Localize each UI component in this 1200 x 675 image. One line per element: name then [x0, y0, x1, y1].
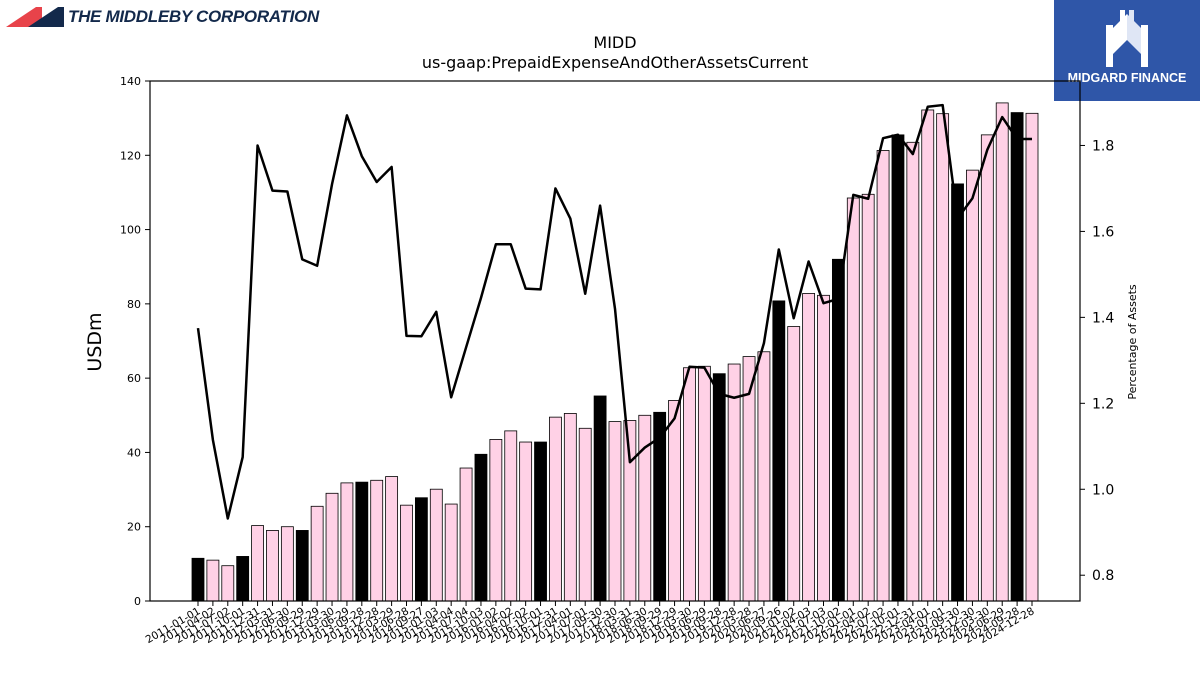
bar: [310, 505, 324, 602]
percentage-line: [196, 103, 1032, 520]
bar: [966, 169, 979, 602]
bar: [1025, 112, 1039, 602]
bar: [280, 526, 294, 602]
bar: [861, 193, 875, 602]
bar: [549, 416, 562, 602]
bar: [951, 183, 964, 602]
bar: [370, 479, 384, 602]
bar: [668, 400, 681, 602]
y2-tick-label: 0.8: [1092, 568, 1114, 584]
bar: [504, 430, 518, 602]
axes-layer: 0204060801001201400.81.01.21.41.61.82011…: [120, 75, 1114, 646]
bar: [444, 503, 458, 602]
bar: [519, 441, 533, 602]
bar: [906, 141, 920, 602]
company-logo: THE MIDDLEBY CORPORATION: [6, 5, 319, 29]
bar: [340, 482, 354, 602]
bar: [995, 102, 1009, 602]
bar: [266, 530, 279, 602]
bar: [1010, 112, 1024, 602]
bar: [787, 326, 801, 602]
bar: [891, 134, 905, 602]
bar: [638, 414, 652, 602]
bar: [534, 441, 547, 602]
bar: [980, 134, 994, 602]
bar: [206, 559, 220, 602]
bar: [608, 421, 622, 602]
bar: [236, 556, 250, 602]
y-tick-label: 20: [127, 521, 141, 534]
bar: [623, 420, 637, 602]
bar: [712, 373, 726, 602]
bar: [757, 351, 771, 602]
bar: [191, 557, 205, 602]
bar: [221, 565, 235, 602]
y-tick-label: 60: [127, 372, 141, 385]
bar: [414, 497, 428, 602]
y-tick-label: 40: [127, 446, 141, 459]
y-tick-label: 80: [127, 298, 141, 311]
bar: [295, 530, 309, 602]
bar: [831, 258, 845, 602]
brand-name: MIDGARD FINANCE: [1067, 71, 1187, 85]
chart-subtitle: us-gaap:PrepaidExpenseAndOtherAssetsCurr…: [422, 53, 808, 72]
y-tick-label: 120: [120, 149, 141, 162]
bar: [593, 395, 607, 602]
bar: [325, 492, 339, 602]
line-layer: [196, 103, 1032, 520]
company-name: THE MIDDLEBY CORPORATION: [68, 7, 319, 26]
bar: [846, 197, 860, 602]
y-tick-label: 140: [120, 75, 141, 88]
y2-tick-label: 1.2: [1092, 396, 1114, 412]
y2-axis-label: Percentage of Assets: [1126, 284, 1139, 400]
bar: [385, 476, 399, 602]
bar: [936, 113, 950, 602]
bar: [474, 453, 488, 602]
bar: [817, 294, 830, 602]
brand-emblem-icon: [1106, 10, 1148, 67]
chart-title: MIDD: [593, 33, 636, 52]
bar: [697, 365, 711, 602]
brand-logo: MIDGARD FINANCE: [1054, 0, 1200, 101]
bars-layer: [191, 102, 1039, 602]
bar: [459, 467, 473, 602]
y2-tick-label: 1.8: [1092, 138, 1114, 154]
bar: [429, 488, 443, 602]
bar: [727, 363, 741, 602]
bar: [683, 367, 696, 602]
y-tick-label: 0: [134, 595, 141, 608]
bar: [921, 109, 935, 602]
y-axis-label: USDm: [84, 312, 106, 371]
y2-tick-label: 1.4: [1092, 310, 1114, 326]
bar: [578, 427, 592, 602]
bar: [355, 481, 369, 602]
bar: [400, 504, 413, 602]
bar: [876, 150, 890, 602]
y2-tick-label: 1.0: [1092, 482, 1114, 498]
y-tick-label: 100: [120, 224, 141, 237]
y2-tick-label: 1.6: [1092, 224, 1114, 240]
bar: [563, 413, 577, 602]
company-logo-mark-icon: [6, 7, 64, 27]
bar: [772, 300, 786, 602]
bar: [802, 293, 816, 602]
bar: [489, 439, 503, 602]
bar: [251, 525, 264, 602]
